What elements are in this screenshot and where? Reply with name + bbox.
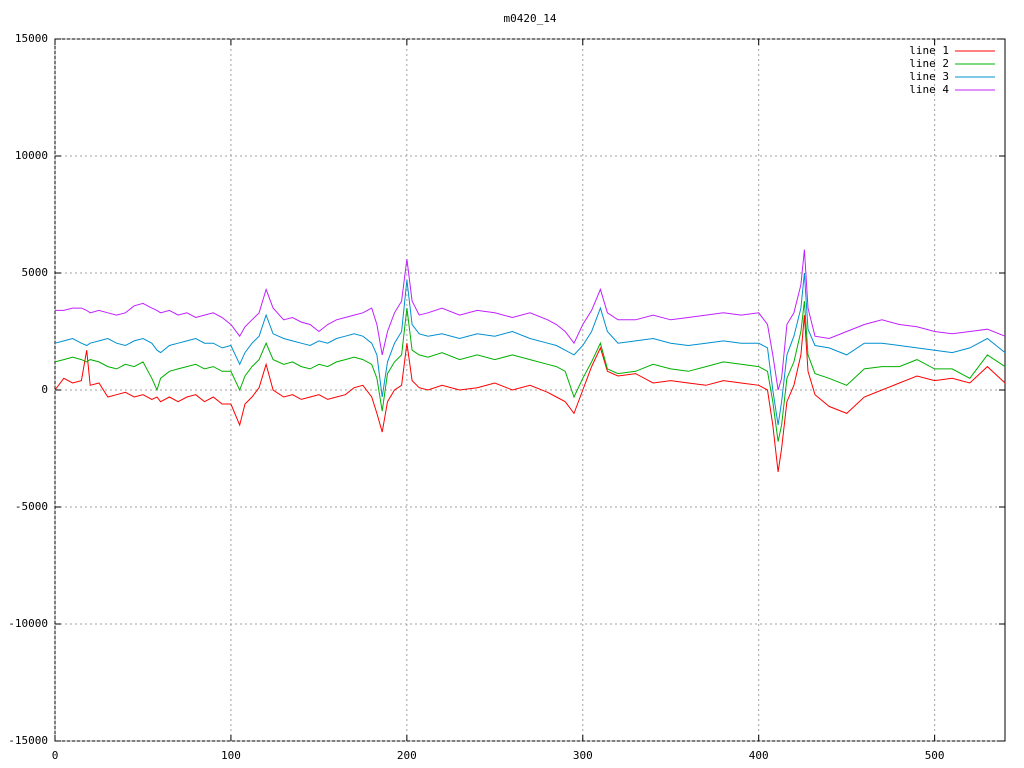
y-tick-label: -10000	[8, 617, 48, 630]
x-tick-label: 100	[221, 749, 241, 762]
legend-label: line 3	[909, 70, 949, 83]
x-tick-label: 200	[397, 749, 417, 762]
y-tick-label: -5000	[15, 500, 48, 513]
x-tick-label: 400	[749, 749, 769, 762]
y-tick-label: 5000	[22, 266, 49, 279]
line-series	[54, 301, 1006, 442]
x-tick-label: 300	[573, 749, 593, 762]
y-tick-label: 0	[41, 383, 48, 396]
x-tick-label: 0	[52, 749, 59, 762]
y-tick-label: 10000	[15, 149, 48, 162]
line-series	[54, 272, 1006, 426]
x-tick-label: 500	[925, 749, 945, 762]
legend-label: line 1	[909, 44, 949, 57]
line-series	[54, 315, 1006, 472]
legend-label: line 2	[909, 57, 949, 70]
line-series	[55, 249, 1006, 391]
y-tick-label: -15000	[8, 734, 48, 747]
chart-title: m0420_14	[504, 12, 557, 25]
y-tick-label: 15000	[15, 32, 48, 45]
legend-label: line 4	[909, 83, 949, 96]
